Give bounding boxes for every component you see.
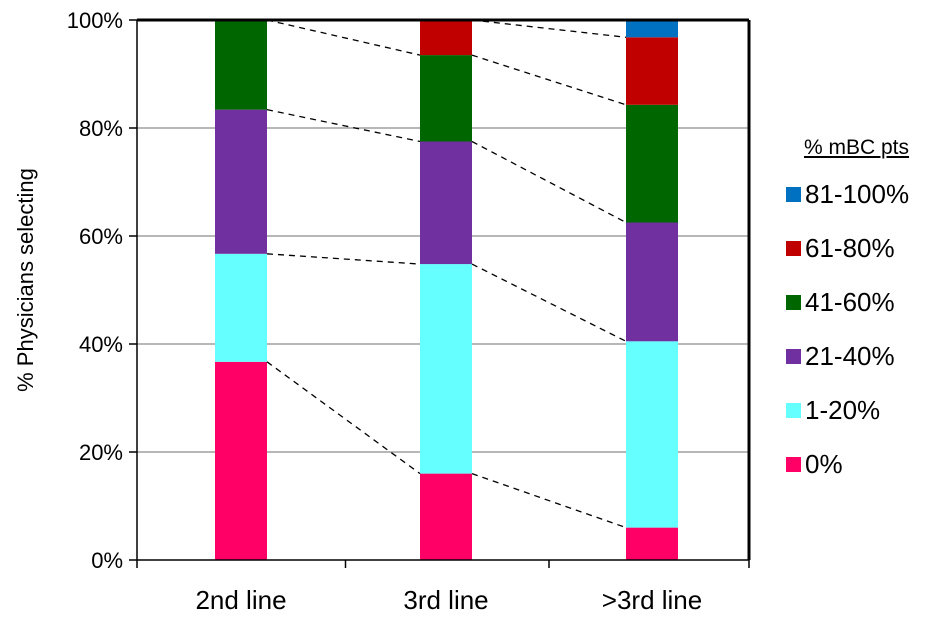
legend-items: 81-100% 61-80% 41-60% 21-40% 1-20% 0% — [786, 167, 951, 491]
legend-item: 81-100% — [786, 167, 951, 221]
bar-segment — [215, 109, 267, 254]
connector-line — [471, 263, 627, 342]
legend-item: 1-20% — [786, 383, 951, 437]
legend: % mBC pts 81-100% 61-80% 41-60% 21-40% 1-20%… — [786, 135, 951, 491]
x-tick-label: 2nd line — [195, 585, 286, 615]
bar-segment — [215, 253, 267, 362]
bar-segment — [420, 473, 472, 560]
connector-line — [266, 361, 421, 475]
legend-label: 0% — [805, 448, 843, 479]
y-axis-label-container: % Physicians selecting — [6, 80, 46, 480]
legend-item: 61-80% — [786, 221, 951, 275]
bar-segment — [626, 37, 678, 105]
x-tick-label: 3rd line — [403, 585, 488, 615]
connector-line — [471, 19, 627, 38]
bar-segment — [215, 361, 267, 560]
legend-swatch — [786, 456, 801, 472]
legend-item: 41-60% — [786, 275, 951, 329]
x-tick-label: >3rd line — [602, 585, 702, 615]
y-axis-label: % Physicians selecting — [13, 168, 38, 392]
legend-item: 21-40% — [786, 329, 951, 383]
y-tick-label: 20% — [79, 440, 123, 465]
legend-label: 41-60% — [805, 286, 895, 317]
bar-segment — [420, 264, 472, 474]
legend-swatch — [786, 186, 801, 202]
bar-segment — [215, 20, 267, 110]
legend-swatch — [786, 402, 801, 418]
connector-line — [471, 54, 627, 106]
legend-item: 0% — [786, 437, 951, 491]
legend-label: 61-80% — [805, 232, 895, 263]
connector-line — [471, 140, 627, 224]
bar-segment — [626, 104, 678, 223]
bar-segment — [626, 20, 678, 38]
y-tick-label: 80% — [79, 116, 123, 141]
legend-title: % mBC pts — [804, 136, 910, 159]
y-tick-label: 0% — [91, 548, 123, 573]
connector-line — [266, 109, 421, 143]
y-tick-label: 60% — [79, 224, 123, 249]
legend-swatch — [786, 348, 801, 364]
connector-line — [471, 472, 627, 529]
legend-label: 81-100% — [805, 178, 910, 209]
legend-label: 1-20% — [805, 394, 881, 425]
bar-segment — [420, 20, 472, 56]
y-tick-label: 100% — [67, 8, 123, 33]
legend-swatch — [786, 240, 801, 256]
bar-segment — [626, 222, 678, 342]
bar-segment — [420, 141, 472, 265]
connector-line — [266, 253, 421, 265]
bar-segment — [420, 55, 472, 142]
legend-label: 21-40% — [805, 340, 895, 371]
y-tick-label: 40% — [79, 332, 123, 357]
bar-segment — [626, 341, 678, 528]
legend-swatch — [786, 294, 801, 310]
bar-segment — [626, 527, 678, 560]
connector-line — [266, 19, 421, 56]
